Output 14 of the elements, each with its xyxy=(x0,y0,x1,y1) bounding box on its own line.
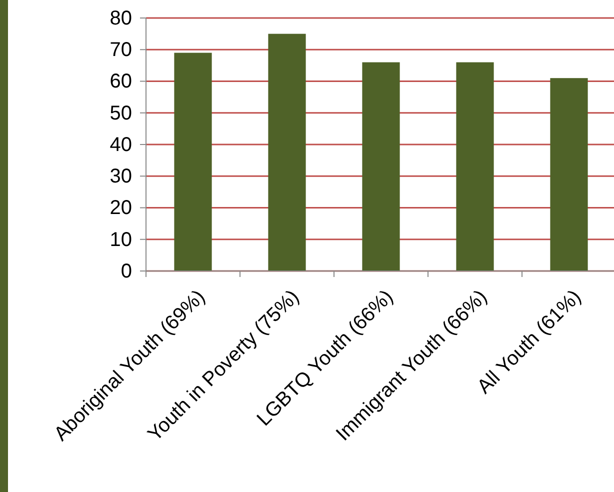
bar xyxy=(174,52,212,271)
y-tick-label: 30 xyxy=(110,166,132,188)
y-tick-label: 10 xyxy=(110,228,132,251)
y-tick-label: 20 xyxy=(110,197,132,220)
y-tick-label: 60 xyxy=(110,70,132,93)
bar xyxy=(550,78,588,271)
bar xyxy=(456,62,494,271)
bar xyxy=(362,62,400,271)
y-tick-label: 80 xyxy=(110,7,132,30)
y-tick-label: 0 xyxy=(120,260,132,282)
bar xyxy=(268,34,306,271)
y-tick-label: 40 xyxy=(110,134,132,156)
y-tick-label: 70 xyxy=(110,39,132,62)
y-tick-label: 50 xyxy=(110,102,132,124)
